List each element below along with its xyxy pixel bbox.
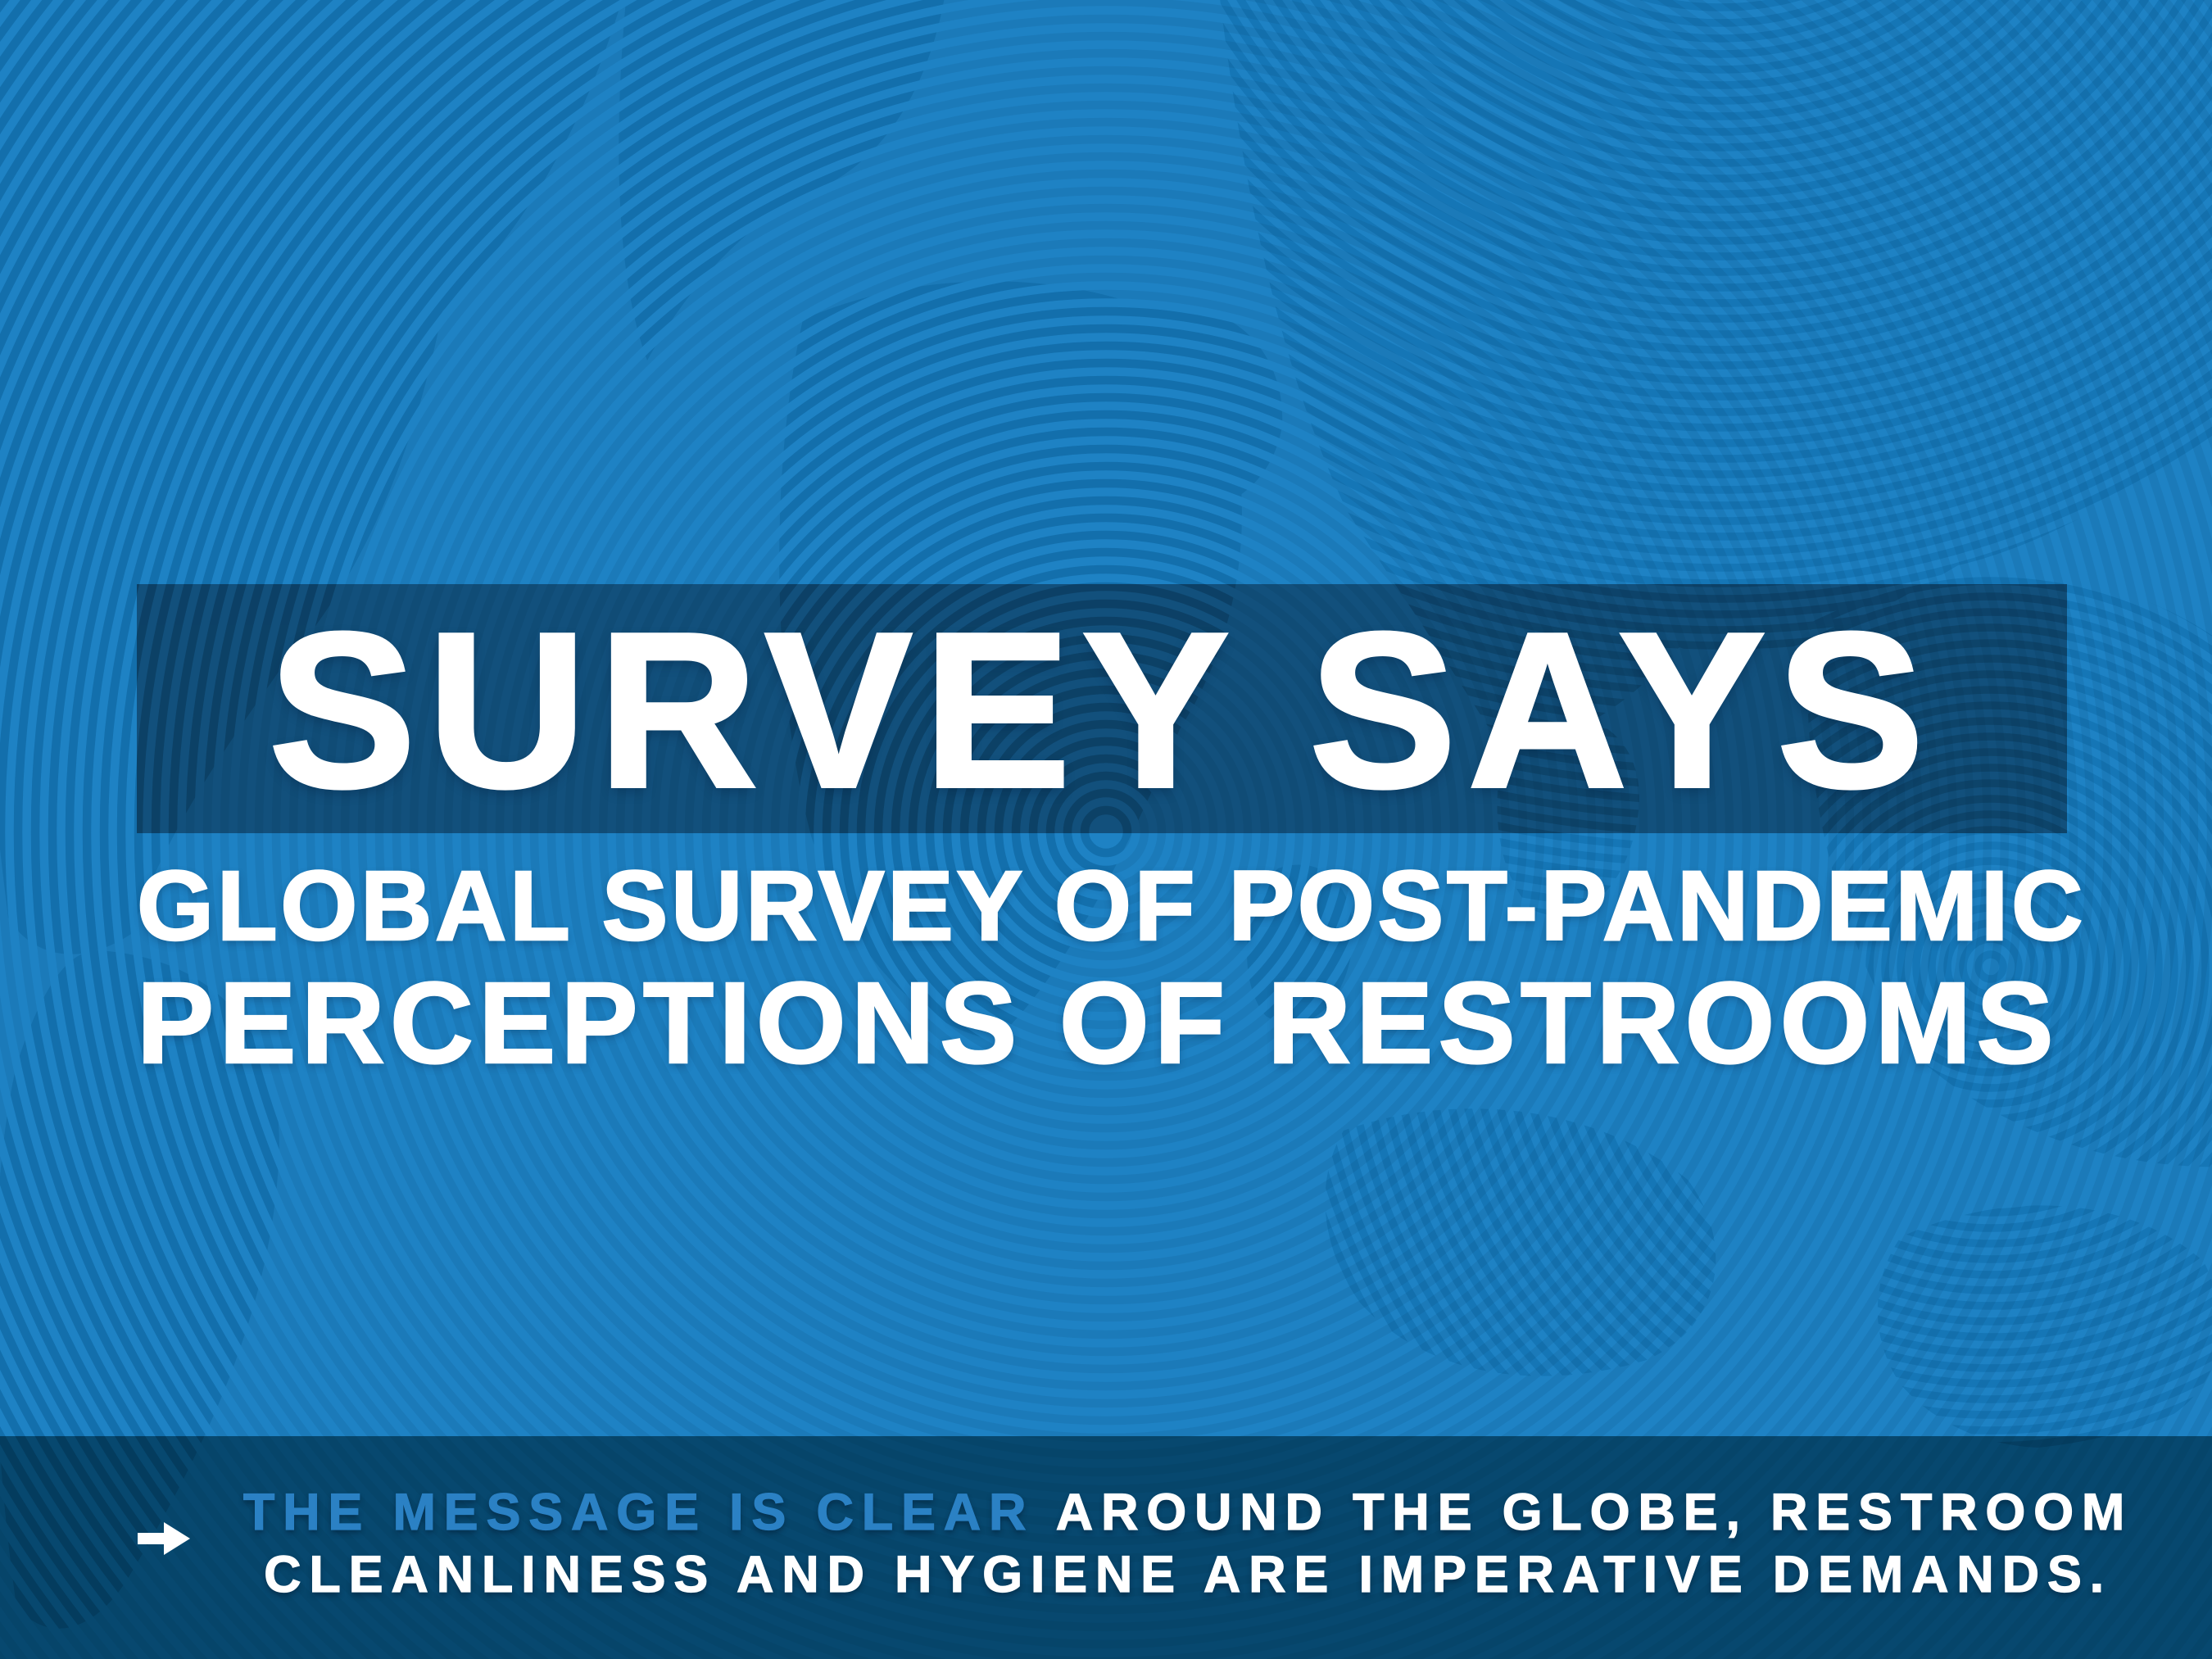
footer-message: THE MESSAGE IS CLEAR AROUND THE GLOBE, RE… (233, 1481, 2142, 1606)
footer-highlight: THE MESSAGE IS CLEAR (243, 1483, 1035, 1541)
subtitle-line-2: PERCEPTIONS OF RESTROOMS (136, 958, 2059, 1087)
poster-title: SURVEY SAYS (267, 587, 1936, 834)
title-banner: SURVEY SAYS (137, 584, 2067, 833)
footer-message-line-1: THE MESSAGE IS CLEAR AROUND THE GLOBE, RE… (233, 1481, 2142, 1543)
subtitle-line-1: GLOBAL SURVEY OF POST-PANDEMIC (136, 850, 2087, 961)
footer-line1-rest: AROUND THE GLOBE, RESTROOM (1055, 1483, 2133, 1541)
footer-message-line-2: CLEANLINESS AND HYGIENE ARE IMPERATIVE D… (264, 1545, 2112, 1603)
right-arrow-icon (138, 1522, 190, 1555)
